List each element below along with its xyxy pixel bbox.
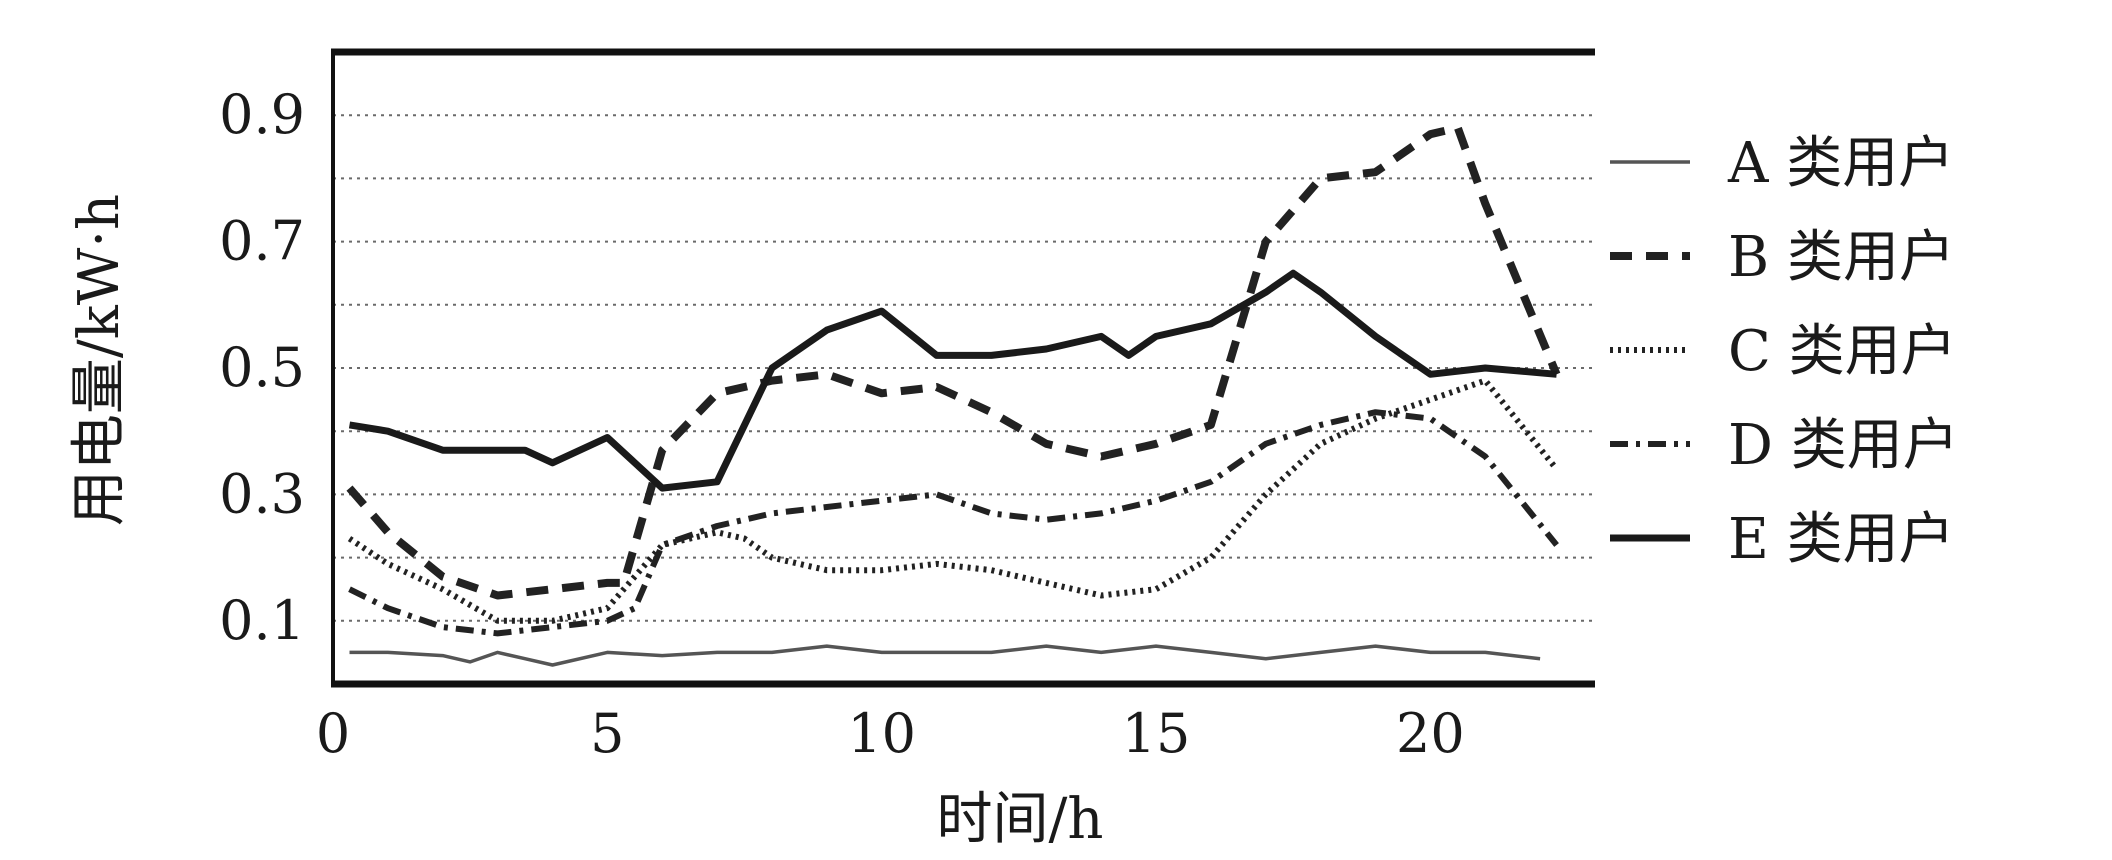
- legend-label: D 类用户: [1728, 413, 1959, 478]
- x-tick-labels: 0 5 10 15 20: [316, 702, 1465, 765]
- series-line-b: [346, 123, 1561, 600]
- legend-label: E 类用户: [1728, 507, 1955, 572]
- series-line-a: [349, 644, 1541, 667]
- y-tick-label: 0.5: [219, 336, 305, 399]
- y-tick-labels: 0.1 0.3 0.5 0.7 0.9: [219, 83, 305, 652]
- series-line-e: [348, 269, 1557, 492]
- series-line-d: [348, 409, 1559, 637]
- y-tick-label: 0.1: [219, 589, 305, 652]
- x-tick-label: 10: [847, 702, 916, 765]
- series-lines: [346, 123, 1561, 667]
- plot-frame: [331, 48, 1595, 688]
- legend: A 类用户 B 类用户 C 类用户 D 类用户 E 类用户: [1610, 131, 1959, 572]
- y-tick-label: 0.9: [219, 83, 305, 146]
- x-tick-label: 20: [1396, 702, 1465, 765]
- x-tick-label: 0: [316, 702, 350, 765]
- y-axis-title: 用电量/kW·h: [67, 194, 132, 526]
- x-axis-title: 时间/h: [937, 787, 1104, 852]
- gridlines: [333, 114, 1595, 622]
- x-tick-label: 5: [590, 702, 624, 765]
- legend-label: B 类用户: [1728, 225, 1955, 290]
- y-tick-label: 0.3: [219, 462, 305, 525]
- x-tick-label: 15: [1122, 702, 1191, 765]
- legend-label: A 类用户: [1727, 131, 1954, 196]
- y-tick-label: 0.7: [219, 210, 305, 273]
- legend-label: C 类用户: [1728, 319, 1957, 384]
